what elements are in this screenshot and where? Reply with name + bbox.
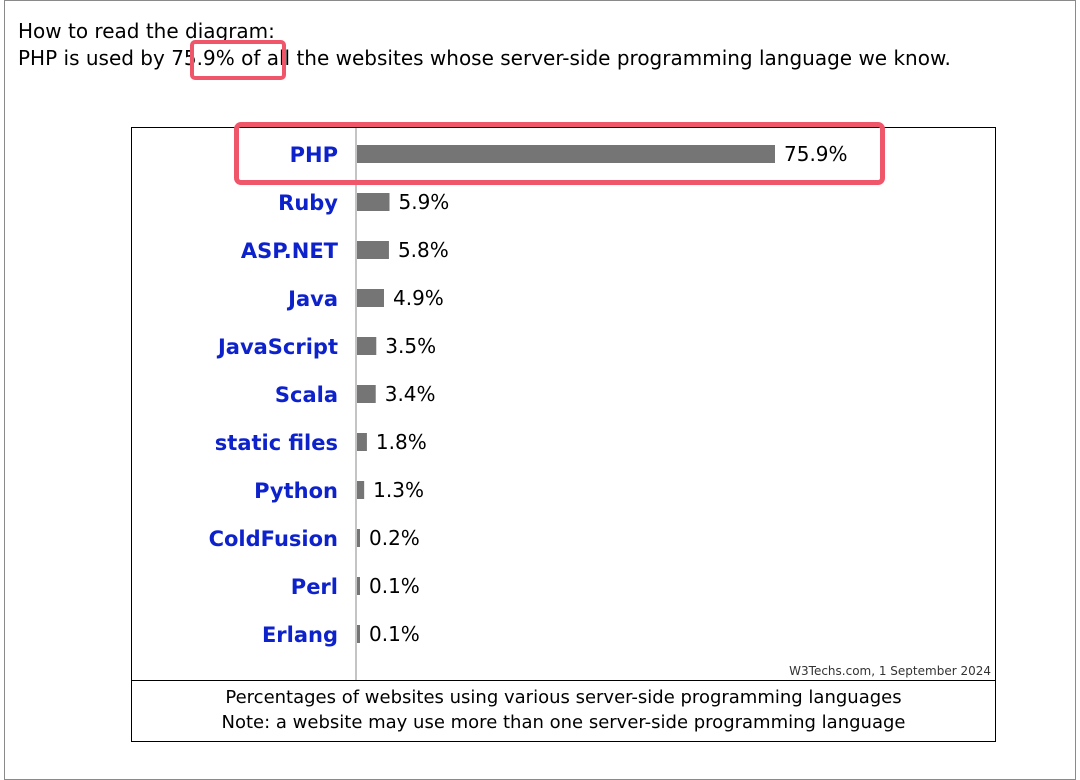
category-label-scala[interactable]: Scala: [275, 383, 338, 407]
intro-sentence-start: PHP is used by: [18, 46, 172, 70]
value-label-javascript: 3.5%: [385, 334, 436, 358]
category-label-ruby[interactable]: Ruby: [278, 191, 338, 215]
bar-erlang: [357, 625, 360, 643]
bar-ruby: [357, 193, 390, 211]
bar-coldfusion: [357, 529, 360, 547]
intro-sentence: PHP is used by 75.9% of all the websites…: [18, 45, 1068, 72]
value-label-static-files: 1.8%: [376, 430, 427, 454]
bar-chart: PHP 75.9% Ruby 5.9% ASP.NET 5.8% Java 4.9% JavaS…: [209, 128, 848, 680]
value-label-asp-net: 5.8%: [398, 238, 449, 262]
caption-line-2: Note: a website may use more than one se…: [221, 712, 906, 733]
category-label-asp-net[interactable]: ASP.NET: [241, 239, 339, 263]
chart-caption: Percentages of websites using various se…: [132, 680, 995, 741]
value-label-erlang: 0.1%: [369, 622, 420, 646]
value-label-php: 75.9%: [784, 142, 848, 166]
intro-highlight-value: 75.9%: [171, 46, 235, 70]
value-label-python: 1.3%: [373, 478, 424, 502]
category-label-java[interactable]: Java: [286, 287, 338, 311]
bar-asp-net: [357, 241, 389, 259]
bar-python: [357, 481, 365, 499]
chart-box: PHP 75.9% Ruby 5.9% ASP.NET 5.8% Java 4.9% JavaS…: [131, 127, 996, 742]
value-label-scala: 3.4%: [385, 382, 436, 406]
chart-source: W3Techs.com, 1 September 2024: [789, 664, 991, 678]
bar-javascript: [357, 337, 377, 355]
value-label-ruby: 5.9%: [398, 190, 449, 214]
category-label-javascript[interactable]: JavaScript: [216, 335, 338, 359]
bar-java: [357, 289, 384, 307]
category-label-erlang[interactable]: Erlang: [262, 623, 338, 647]
value-label-coldfusion: 0.2%: [369, 526, 420, 550]
value-label-perl: 0.1%: [369, 574, 420, 598]
value-label-java: 4.9%: [393, 286, 444, 310]
intro-sentence-end: of all the websites whose server-side pr…: [234, 46, 951, 70]
category-label-perl[interactable]: Perl: [291, 575, 338, 599]
intro-text: How to read the diagram: PHP is used by …: [18, 18, 1068, 72]
bar-static-files: [357, 433, 367, 451]
bar-php: [357, 145, 775, 163]
category-label-python[interactable]: Python: [254, 479, 338, 503]
bar-scala: [357, 385, 376, 403]
category-label-coldfusion[interactable]: ColdFusion: [209, 527, 338, 551]
bar-perl: [357, 577, 360, 595]
caption-line-1: Percentages of websites using various se…: [225, 687, 902, 708]
category-label-static-files[interactable]: static files: [215, 431, 338, 455]
category-label-php[interactable]: PHP: [290, 143, 338, 167]
intro-heading: How to read the diagram:: [18, 19, 275, 43]
